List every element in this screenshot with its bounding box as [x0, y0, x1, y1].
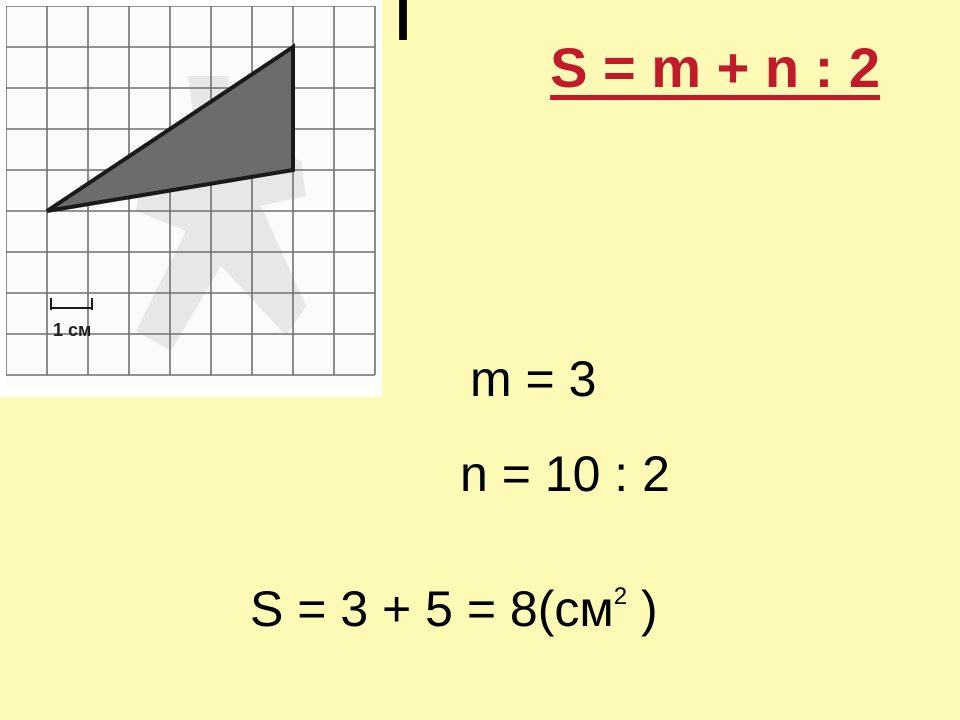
top-tick-mark: ▎	[400, 0, 426, 40]
diagram-container: 1 см	[0, 0, 382, 397]
formula-title: S = m + n : 2	[550, 35, 880, 100]
s-suffix: )	[627, 581, 658, 637]
s-prefix: S = 3 + 5 = 8(см	[250, 581, 614, 637]
line-s-result: S = 3 + 5 = 8(см2 )	[250, 580, 658, 638]
line-m-value: m = 3	[470, 350, 596, 408]
slide: ▎ 1 см S = m + n : 2 m = 3 n = 10 : 2 S …	[0, 0, 960, 720]
triangle-grid-diagram: 1 см	[6, 6, 376, 386]
svg-text:1 см: 1 см	[53, 320, 91, 340]
line-n-value: n = 10 : 2	[460, 445, 670, 503]
s-exponent: 2	[614, 583, 627, 610]
